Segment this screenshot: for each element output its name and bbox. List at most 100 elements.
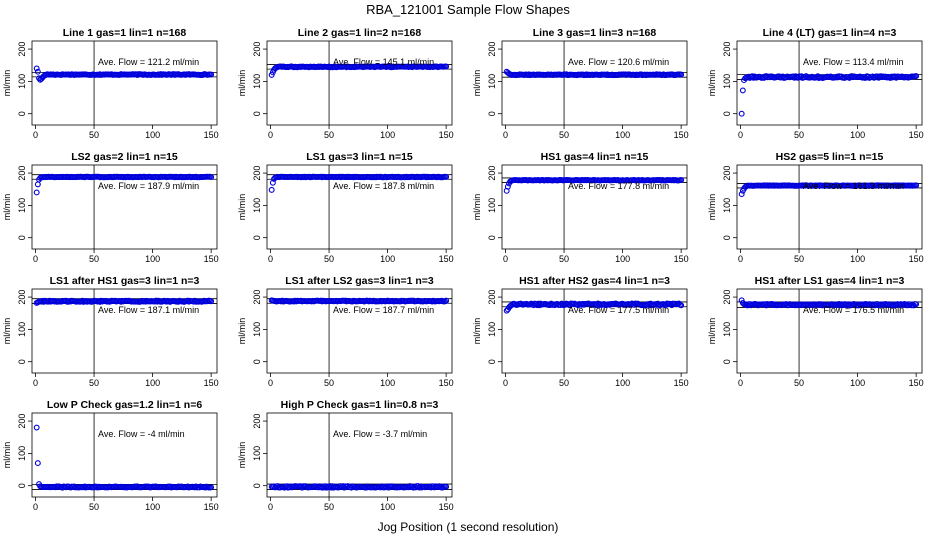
y-tick-label: 0 (252, 483, 262, 488)
plot-frame (736, 288, 923, 374)
x-tick-label: 150 (909, 254, 924, 264)
x-tick-label: 0 (503, 130, 508, 140)
x-tick-label: 100 (380, 378, 395, 388)
average-flow-annotation: Ave. Flow = 121.2 ml/min (98, 57, 199, 67)
panel-7: HS1 gas=4 lin=1 n=15 0 100 200 ml/min 0 50 100 1… (472, 151, 689, 264)
data-point (739, 87, 746, 94)
panel-1: Line 1 gas=1 lin=1 n=168 0 100 200 ml/min 0 50… (2, 27, 219, 140)
y-tick-label: 0 (722, 235, 732, 240)
y-axis-label: ml/min (237, 194, 247, 221)
panel-title: LS1 after LS2 gas=3 lin=1 n=3 (285, 275, 434, 287)
x-tick-label: 150 (909, 130, 924, 140)
x-tick-label: 100 (850, 254, 865, 264)
y-tick-label: 0 (252, 235, 262, 240)
y-tick-label: 100 (487, 322, 497, 337)
y-tick-label: 200 (17, 166, 27, 181)
x-tick-label: 100 (850, 130, 865, 140)
y-tick-label: 200 (722, 42, 732, 57)
plot-frame (31, 40, 218, 126)
panel-9: LS1 after HS1 gas=3 lin=1 n=3 0 100 200 ml/m… (2, 275, 219, 388)
y-axis-label: ml/min (2, 70, 12, 97)
x-tick-label: 0 (268, 254, 273, 264)
average-flow-annotation: Ave. Flow = 113.4 ml/min (803, 57, 903, 67)
plot-frame (736, 164, 923, 250)
data-point (738, 191, 745, 198)
y-tick-label: 0 (17, 235, 27, 240)
y-tick-label: 0 (487, 359, 497, 364)
data-point (208, 71, 215, 78)
x-tick-label: 150 (204, 254, 219, 264)
y-axis-label: ml/min (2, 194, 12, 221)
x-tick-label: 100 (615, 378, 630, 388)
data-point (208, 484, 215, 491)
y-tick-label: 100 (17, 322, 27, 337)
x-tick-label: 50 (794, 254, 804, 264)
panel-3: Line 3 gas=1 lin=3 n=168 0 100 200 ml/min 0 50… (472, 27, 689, 140)
x-tick-label: 50 (559, 254, 569, 264)
plot-frame (266, 412, 453, 498)
x-tick-label: 100 (145, 378, 160, 388)
y-axis-label: ml/min (2, 318, 12, 345)
x-tick-label: 150 (439, 502, 454, 512)
data-point (738, 110, 745, 117)
data-point (443, 173, 450, 180)
y-tick-label: 200 (487, 42, 497, 57)
x-tick-label: 150 (439, 254, 454, 264)
plot-frame (266, 164, 453, 250)
data-point (443, 483, 450, 490)
data-point (33, 65, 40, 72)
y-tick-label: 100 (17, 74, 27, 89)
figure-x-axis-label: Jog Position (1 second resolution) (378, 520, 559, 534)
data-point (678, 177, 685, 183)
panel-6: LS1 gas=3 lin=1 n=15 0 100 200 ml/min 0 50 100 1… (237, 151, 454, 264)
x-tick-label: 0 (738, 378, 743, 388)
x-tick-label: 0 (503, 254, 508, 264)
y-axis-label: ml/min (237, 70, 247, 97)
x-tick-label: 0 (503, 378, 508, 388)
y-axis-label: ml/min (707, 318, 717, 345)
y-tick-label: 100 (17, 446, 27, 461)
y-tick-label: 100 (17, 198, 27, 213)
x-tick-label: 0 (738, 130, 743, 140)
data-point (913, 182, 920, 189)
y-tick-label: 200 (252, 290, 262, 305)
y-tick-label: 0 (252, 111, 262, 116)
x-tick-label: 150 (909, 378, 924, 388)
plot-frame (31, 164, 218, 250)
x-tick-label: 0 (268, 378, 273, 388)
average-flow-annotation: Ave. Flow = 187.9 ml/min (98, 181, 199, 191)
x-tick-label: 100 (145, 254, 160, 264)
x-tick-label: 50 (559, 378, 569, 388)
y-tick-label: 0 (17, 111, 27, 116)
data-point (504, 183, 511, 190)
y-tick-label: 200 (17, 414, 27, 429)
y-tick-label: 100 (722, 322, 732, 337)
panel-13: Low P Check gas=1.2 lin=1 n=6 0 100 200 ml/m… (2, 399, 219, 512)
x-tick-label: 50 (324, 130, 334, 140)
average-flow-annotation: Ave. Flow = 145.1 ml/min (333, 57, 434, 67)
y-tick-label: 200 (722, 290, 732, 305)
x-tick-label: 50 (794, 378, 804, 388)
data-point (269, 179, 276, 186)
y-tick-label: 200 (252, 166, 262, 181)
y-tick-label: 0 (722, 111, 732, 116)
data-point (443, 297, 450, 304)
y-tick-label: 0 (252, 359, 262, 364)
y-axis-label: ml/min (707, 70, 717, 97)
figure-title: RBA_121001 Sample Flow Shapes (366, 2, 570, 17)
x-tick-label: 150 (204, 378, 219, 388)
x-tick-label: 100 (380, 502, 395, 512)
panel-title: High P Check gas=1 lin=0.8 n=3 (281, 399, 439, 411)
average-flow-annotation: Ave. Flow = 177.8 ml/min (568, 181, 669, 191)
x-tick-label: 0 (268, 502, 273, 512)
y-tick-label: 0 (487, 235, 497, 240)
data-point (913, 301, 920, 308)
x-tick-label: 100 (850, 378, 865, 388)
y-tick-label: 200 (252, 42, 262, 57)
x-tick-label: 50 (324, 378, 334, 388)
data-point (34, 181, 41, 188)
y-tick-label: 0 (17, 359, 27, 364)
y-tick-label: 200 (722, 166, 732, 181)
x-tick-label: 100 (145, 130, 160, 140)
